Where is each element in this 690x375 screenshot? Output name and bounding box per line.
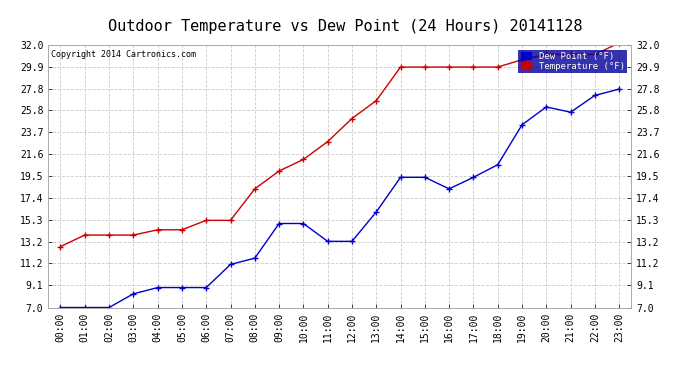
Legend: Dew Point (°F), Temperature (°F): Dew Point (°F), Temperature (°F) xyxy=(518,50,627,73)
Text: Copyright 2014 Cartronics.com: Copyright 2014 Cartronics.com xyxy=(51,50,196,59)
Text: Outdoor Temperature vs Dew Point (24 Hours) 20141128: Outdoor Temperature vs Dew Point (24 Hou… xyxy=(108,19,582,34)
